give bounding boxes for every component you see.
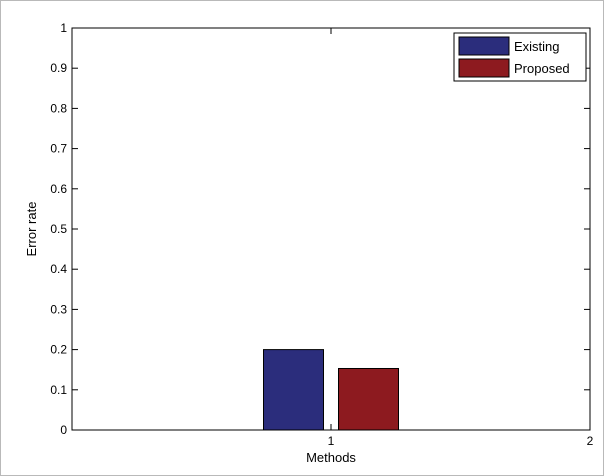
plot-area	[71, 27, 591, 431]
y-tick-label: 0.9	[50, 61, 67, 75]
legend: Existing Proposed	[453, 32, 587, 82]
legend-swatch-existing	[458, 36, 510, 56]
bar-existing	[263, 349, 324, 431]
y-tick-label: 0	[60, 423, 67, 437]
y-tick-label: 0.8	[50, 101, 67, 115]
y-tick-label: 0.4	[50, 262, 67, 276]
x-tick-label: 2	[587, 434, 594, 448]
y-tick-label: 0.2	[50, 343, 67, 357]
x-tick-label: 1	[328, 434, 335, 448]
y-tick-label: 0.1	[50, 383, 67, 397]
legend-label-existing: Existing	[514, 39, 560, 54]
y-tick-label: 0.3	[50, 302, 67, 316]
y-axis-title: Error rate	[24, 202, 39, 257]
y-axis: 0 0.1 0.2 0.3 0.4 0.5 0.6 0.7 0.8 0.9 1	[50, 21, 590, 437]
y-tick-label: 0.6	[50, 182, 67, 196]
y-tick-label: 0.7	[50, 142, 67, 156]
legend-label-proposed: Proposed	[514, 61, 570, 76]
bars-group	[263, 349, 399, 431]
y-tick-label: 0.5	[50, 222, 67, 236]
legend-swatch-proposed	[458, 58, 510, 78]
bar-proposed	[338, 367, 399, 431]
y-tick-label: 1	[60, 21, 67, 35]
x-axis-title: Methods	[306, 450, 356, 465]
